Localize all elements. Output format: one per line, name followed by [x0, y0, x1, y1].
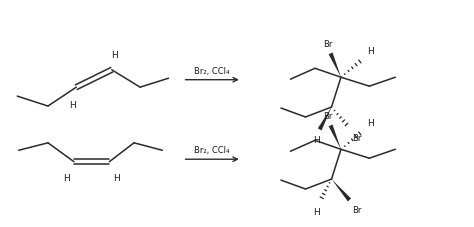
Polygon shape: [328, 125, 341, 150]
Text: H: H: [69, 100, 76, 109]
Text: Br: Br: [323, 40, 332, 49]
Text: H: H: [367, 47, 374, 56]
Text: H: H: [313, 207, 320, 216]
Text: Br: Br: [352, 133, 362, 142]
Polygon shape: [331, 179, 351, 202]
Text: Br₂, CCl₄: Br₂, CCl₄: [194, 67, 230, 75]
Polygon shape: [328, 53, 341, 78]
Text: H: H: [367, 119, 374, 128]
Text: H: H: [113, 173, 120, 182]
Polygon shape: [318, 108, 331, 131]
Text: Br: Br: [323, 112, 332, 121]
Text: Br₂, CCl₄: Br₂, CCl₄: [194, 146, 230, 155]
Text: H: H: [313, 135, 320, 144]
Text: Br: Br: [352, 205, 362, 214]
Text: H: H: [64, 173, 70, 182]
Text: H: H: [111, 51, 118, 59]
